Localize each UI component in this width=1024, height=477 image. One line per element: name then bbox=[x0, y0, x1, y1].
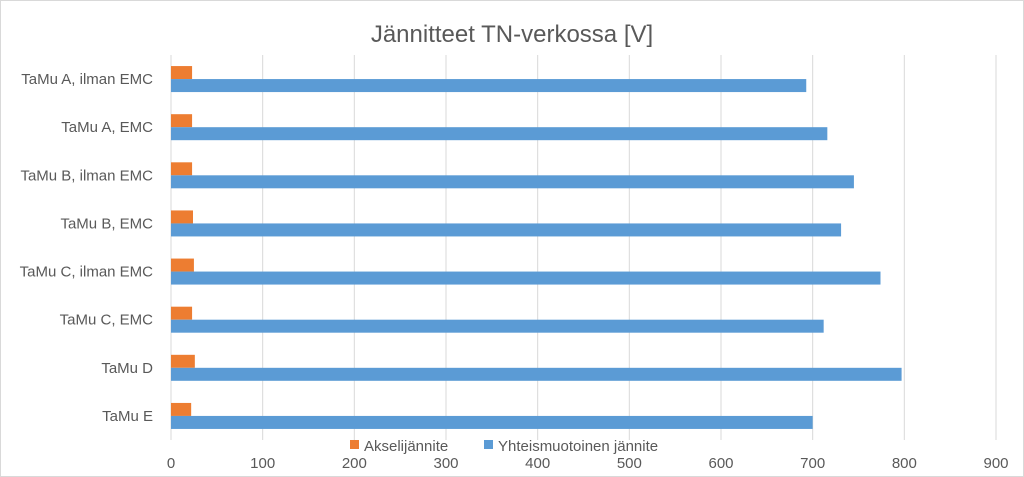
bar-akselijannite bbox=[171, 402, 192, 416]
x-tick-label: 400 bbox=[525, 455, 550, 472]
bar-yhteismuotoinen bbox=[171, 223, 842, 237]
bar-akselijannite bbox=[171, 114, 193, 128]
x-tick-label: 500 bbox=[617, 455, 642, 472]
category-label: TaMu B, EMC bbox=[60, 215, 153, 232]
x-tick-label: 100 bbox=[250, 455, 275, 472]
legend-swatch bbox=[484, 440, 493, 449]
bar-akselijannite bbox=[171, 306, 193, 320]
x-tick-label: 600 bbox=[708, 455, 733, 472]
bar-akselijannite bbox=[171, 210, 193, 224]
category-label: TaMu A, EMC bbox=[61, 119, 153, 136]
x-tick-label: 200 bbox=[342, 455, 367, 472]
x-tick-label: 800 bbox=[892, 455, 917, 472]
bar-yhteismuotoinen bbox=[171, 415, 813, 429]
category-label: TaMu B, ilman EMC bbox=[20, 167, 153, 184]
bar-akselijannite bbox=[171, 66, 193, 80]
bar-akselijannite bbox=[171, 354, 195, 368]
bar-yhteismuotoinen bbox=[171, 319, 824, 333]
x-tick-labels: 0 100 200 300 400 500 600 700 800 900 bbox=[167, 455, 1009, 472]
category-label: TaMu A, ilman EMC bbox=[21, 71, 153, 88]
bar-yhteismuotoinen bbox=[171, 127, 828, 141]
bar-yhteismuotoinen bbox=[171, 79, 807, 93]
category-label: TaMu C, ilman EMC bbox=[20, 264, 154, 281]
category-label: TaMu E bbox=[102, 408, 153, 425]
bar-akselijannite bbox=[171, 258, 194, 272]
x-tick-label: 300 bbox=[433, 455, 458, 472]
legend-label: Akselijännite bbox=[364, 438, 448, 455]
bar-yhteismuotoinen bbox=[171, 367, 902, 381]
bar-akselijannite bbox=[171, 162, 193, 176]
bars bbox=[171, 66, 902, 429]
x-tick-label: 700 bbox=[800, 455, 825, 472]
gridlines bbox=[170, 55, 997, 440]
category-labels: TaMu A, ilman EMC TaMu A, EMC TaMu B, ilma… bbox=[20, 71, 154, 425]
legend-swatch bbox=[350, 440, 359, 449]
category-label: TaMu C, EMC bbox=[60, 312, 154, 329]
x-tick-label: 0 bbox=[167, 455, 175, 472]
legend-label: Yhteismuotoinen jännite bbox=[498, 438, 658, 455]
x-tick-label: 900 bbox=[983, 455, 1008, 472]
bar-yhteismuotoinen bbox=[171, 271, 881, 285]
category-label: TaMu D bbox=[101, 360, 153, 377]
legend: Akselijännite Yhteismuotoinen jännite bbox=[350, 438, 658, 455]
bar-yhteismuotoinen bbox=[171, 175, 854, 189]
chart-title: Jännitteet TN-verkossa [V] bbox=[371, 21, 653, 48]
